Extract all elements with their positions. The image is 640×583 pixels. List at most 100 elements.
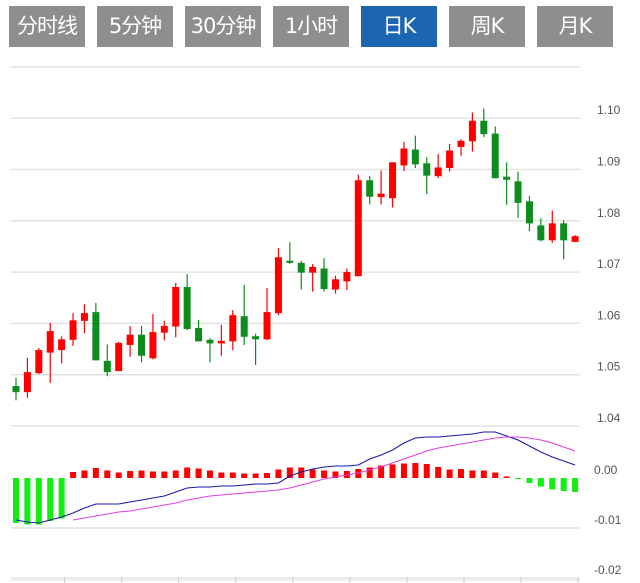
- grid-lines: [11, 66, 580, 583]
- candle-down: [423, 163, 431, 176]
- candle-down: [138, 334, 146, 356]
- candle-up: [69, 320, 77, 340]
- candlestick-series: [12, 108, 579, 401]
- candle-up: [126, 334, 134, 345]
- macd-tick-label: -0.01: [594, 513, 622, 527]
- candle-down: [195, 328, 203, 342]
- tab-weekly-k[interactable]: 周K: [449, 6, 525, 47]
- macd-tick-label: 0.00: [594, 463, 618, 477]
- macd-bar: [321, 470, 328, 478]
- macd-bar: [264, 473, 271, 478]
- macd-bar: [149, 471, 156, 478]
- candle-up: [446, 150, 454, 168]
- macd-bar: [560, 478, 567, 491]
- macd-bar: [81, 470, 88, 478]
- macd-bar: [480, 470, 487, 478]
- candle-down: [503, 176, 511, 180]
- candle-down: [286, 260, 294, 263]
- macd-bar: [572, 478, 579, 492]
- candle-down: [240, 316, 248, 337]
- candle-up: [354, 180, 362, 277]
- macd-bar: [378, 465, 385, 478]
- macd-bar: [127, 471, 134, 478]
- candle-up: [229, 315, 237, 342]
- macd-bar: [366, 467, 373, 478]
- candle-up: [80, 313, 88, 321]
- macd-bar: [24, 478, 31, 525]
- macd-bar: [435, 467, 442, 478]
- macd-bar: [13, 478, 19, 523]
- macd-bar: [309, 469, 316, 478]
- candle-up: [400, 148, 408, 166]
- macd-bar: [446, 469, 453, 478]
- candle-down: [183, 286, 191, 330]
- macd-bar: [58, 478, 65, 519]
- macd-bar: [537, 478, 544, 487]
- macd-bar: [172, 470, 179, 478]
- candle-up: [309, 266, 317, 273]
- macd-panel: [13, 431, 579, 525]
- candle-up: [149, 332, 157, 359]
- candle-down: [537, 225, 545, 241]
- macd-bar: [515, 478, 522, 479]
- tab-daily-k[interactable]: 日K: [361, 6, 437, 47]
- macd-bar: [423, 464, 430, 478]
- macd-bar: [161, 471, 168, 478]
- price-tick-label: 1.08: [597, 206, 621, 220]
- tab-5min[interactable]: 5分钟: [97, 6, 173, 47]
- period-tabs: 分时线 5分钟 30分钟 1小时 日K 周K 月K: [0, 0, 640, 50]
- macd-bar: [241, 473, 248, 478]
- macd-bar: [138, 470, 145, 478]
- candle-up: [217, 340, 225, 344]
- candle-up: [35, 350, 43, 374]
- macd-bar: [503, 476, 510, 478]
- macd-bar: [469, 470, 476, 478]
- candle-up: [58, 339, 66, 351]
- macd-bar: [275, 469, 282, 478]
- candle-down: [480, 120, 488, 135]
- candle-down: [297, 262, 305, 273]
- price-tick-label: 1.09: [597, 155, 621, 169]
- candle-down: [411, 149, 419, 165]
- macd-bar: [526, 478, 533, 483]
- macd-bar: [35, 478, 42, 525]
- macd-bar: [457, 469, 464, 478]
- candle-up: [115, 342, 123, 372]
- macd-bar: [206, 470, 213, 478]
- tab-1hour[interactable]: 1小时: [273, 6, 349, 47]
- macd-bar: [195, 468, 202, 478]
- price-tick-label: 1.07: [597, 257, 621, 271]
- macd-bar: [115, 472, 122, 478]
- candle-up: [571, 236, 579, 242]
- candle-down: [560, 223, 568, 241]
- candle-down: [92, 312, 100, 361]
- candle-down: [491, 133, 499, 179]
- macd-bar: [218, 472, 225, 478]
- tab-30min[interactable]: 30分钟: [185, 6, 261, 47]
- candle-down: [514, 181, 522, 203]
- macd-bar: [298, 467, 305, 478]
- candle-up: [23, 372, 31, 393]
- macd-bar: [332, 471, 339, 478]
- candle-up: [331, 279, 339, 290]
- candle-up: [172, 286, 180, 327]
- dea-line: [72, 436, 576, 521]
- macd-bar: [492, 472, 499, 478]
- macd-bar: [400, 463, 407, 478]
- candle-up: [46, 331, 54, 353]
- tab-monthly-k[interactable]: 月K: [537, 6, 613, 47]
- candle-up: [274, 257, 282, 314]
- macd-bar: [412, 463, 419, 478]
- candle-up: [548, 223, 556, 241]
- price-tick-label: 1.05: [597, 360, 621, 374]
- tab-timeshare[interactable]: 分时线: [9, 6, 85, 47]
- candle-up: [343, 272, 351, 282]
- macd-bar: [229, 472, 236, 478]
- candle-down: [103, 360, 111, 373]
- candle-down: [12, 385, 20, 393]
- price-tick-label: 1.04: [597, 411, 621, 425]
- dif-line: [15, 431, 576, 524]
- candle-down: [525, 201, 533, 224]
- candle-up: [160, 325, 168, 333]
